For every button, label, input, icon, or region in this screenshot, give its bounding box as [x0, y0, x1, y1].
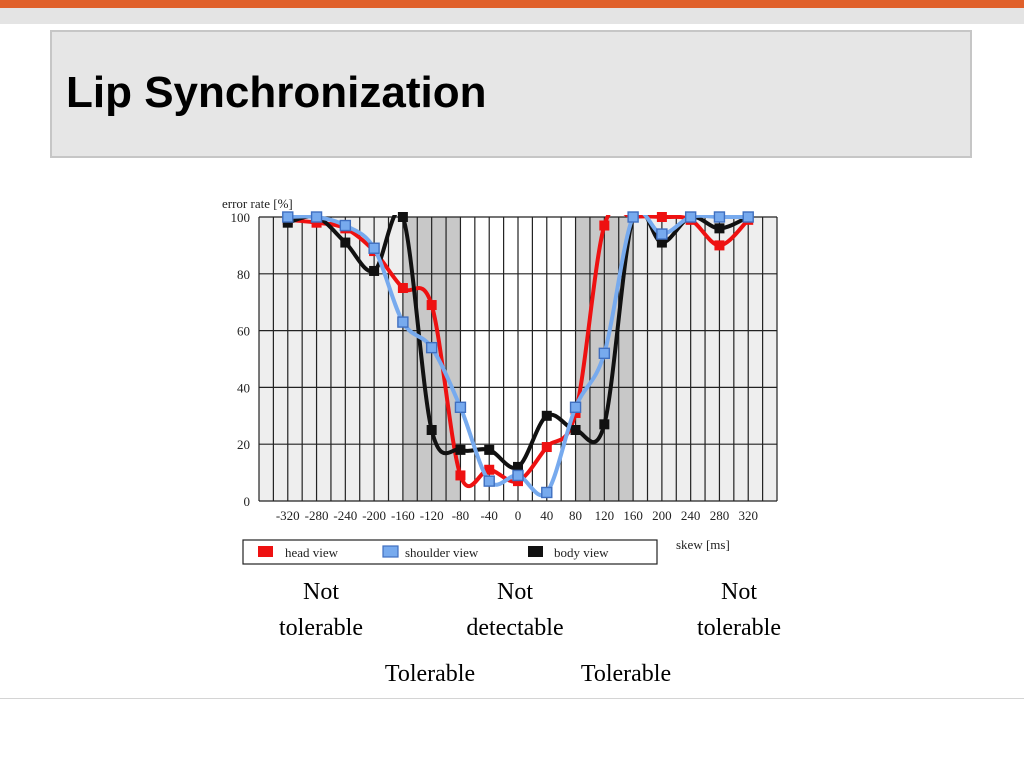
x-tick-label: 200: [652, 508, 672, 523]
head-view-marker: [484, 464, 495, 475]
head-view-marker: [397, 283, 408, 293]
shoulder-view-marker: [454, 401, 467, 413]
slide-title: Lip Synchronization: [66, 68, 487, 117]
chart-series: [282, 211, 754, 499]
body-view-marker: [541, 410, 552, 421]
legend-swatch-shoulder-view: [382, 545, 399, 558]
region-label-tolerable-right: Tolerable: [580, 661, 672, 687]
head-view-marker: [426, 300, 437, 311]
error-rate-chart: 0 20 40 60 80 100 -320 -280 -240 -200 -160 -120 -80-…: [222, 196, 778, 565]
region-text-line: tolerable: [697, 615, 781, 641]
x-tick-label: -160: [391, 508, 415, 523]
x-tick-label: -320: [276, 508, 300, 523]
region-text-line: Not: [721, 579, 757, 605]
y-tick-label: 80: [237, 267, 250, 282]
shoulder-view-marker: [742, 211, 754, 223]
legend-label-shoulder-view: shoulder view: [405, 545, 479, 560]
legend-swatch-head-view: [258, 546, 273, 557]
x-tick-label: 280: [710, 508, 730, 523]
region-text-line: Not: [303, 579, 339, 605]
x-tick-label: -80: [452, 508, 469, 523]
x-tick-label: 80: [569, 508, 582, 523]
shoulder-view-marker: [512, 469, 524, 482]
shoulder-view-marker: [713, 211, 726, 223]
head-view-marker: [455, 470, 466, 481]
y-tick-label: 20: [237, 437, 250, 452]
legend-box: [242, 539, 658, 565]
head-view-marker: [656, 212, 667, 222]
legend: head view shoulder view body view: [242, 539, 658, 565]
body-view-marker: [426, 425, 437, 435]
shoulder-view-marker: [569, 401, 582, 413]
x-tick-label: 120: [595, 508, 615, 523]
body-view-marker: [714, 223, 725, 234]
body-view-marker: [599, 419, 610, 430]
footer-divider: [0, 698, 1024, 699]
region-text-line: tolerable: [279, 615, 363, 641]
x-tick-label: 0: [515, 508, 522, 523]
top-gray-bar: [0, 8, 1024, 24]
region-label-not-tolerable-left: Not tolerable: [221, 574, 421, 646]
body-view-marker: [397, 212, 408, 222]
x-tick-label: -280: [305, 508, 329, 523]
body-view-marker: [656, 237, 667, 248]
shoulder-view-marker: [656, 228, 668, 240]
body-view-marker: [570, 425, 581, 435]
shoulder-view-marker: [282, 211, 294, 223]
x-tick-label: -200: [362, 508, 386, 523]
shoulder-view-marker: [310, 211, 323, 223]
shoulder-view-marker: [339, 219, 352, 232]
body-view-marker: [513, 461, 523, 472]
shoulder-view-marker: [397, 316, 409, 328]
y-axis-label: error rate [%]: [222, 196, 293, 211]
x-tick-label: 160: [623, 508, 643, 523]
y-tick-label: 0: [244, 494, 251, 509]
head-view-marker: [541, 442, 552, 453]
x-tick-label: 40: [540, 508, 553, 523]
y-tick-label: 100: [231, 210, 251, 225]
y-tick-label: 60: [237, 324, 250, 339]
legend-label-head-view: head view: [285, 545, 339, 560]
region-text-line: detectable: [466, 615, 564, 641]
y-tick-label: 40: [237, 380, 250, 395]
shoulder-view-marker: [483, 475, 495, 487]
x-tick-label: 240: [681, 508, 701, 523]
body-view-marker: [455, 444, 466, 455]
shoulder-view-marker: [684, 211, 697, 223]
shoulder-view-marker: [541, 486, 553, 499]
body-view-marker: [340, 237, 351, 248]
tick-labels: 0 20 40 60 80 100 -320 -280 -240 -200 -160 -120 -80-…: [231, 210, 758, 523]
region-label-tolerable-left: Tolerable: [384, 661, 476, 687]
x-tick-label: 320: [738, 508, 758, 523]
region-label-not-tolerable-right: Not tolerable: [639, 574, 839, 646]
x-tick-label: -40: [481, 508, 498, 523]
body-view-marker: [369, 265, 380, 276]
head-view-marker: [599, 220, 610, 231]
head-view-marker: [714, 240, 725, 251]
x-tick-label: -120: [420, 508, 444, 523]
region-text-line: Not: [497, 579, 533, 605]
x-axis-label: skew [ms]: [676, 537, 730, 552]
shoulder-view-marker: [368, 242, 380, 254]
shoulder-view-marker: [425, 341, 438, 354]
shoulder-view-marker: [627, 211, 639, 223]
title-panel: Lip Synchronization: [50, 30, 972, 158]
body-view-marker: [484, 444, 495, 455]
top-accent-bar: [0, 0, 1024, 8]
x-tick-label: -240: [333, 508, 357, 523]
legend-swatch-body-view: [528, 546, 543, 557]
legend-label-body-view: body view: [554, 545, 609, 560]
region-label-not-detectable: Not detectable: [415, 574, 615, 646]
shoulder-view-marker: [598, 347, 611, 360]
